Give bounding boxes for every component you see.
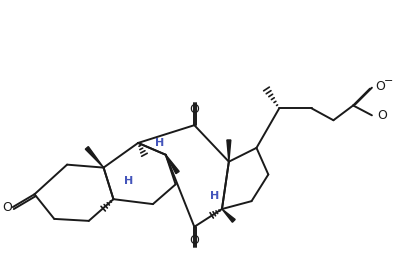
Text: O: O [189, 103, 199, 116]
Text: O: O [2, 201, 12, 214]
Text: −: − [384, 76, 393, 86]
Text: H: H [155, 138, 164, 148]
Text: H: H [210, 191, 220, 201]
Polygon shape [222, 209, 235, 222]
Text: O: O [375, 80, 385, 93]
Polygon shape [166, 155, 179, 174]
Polygon shape [85, 147, 104, 168]
Text: O: O [377, 109, 387, 122]
Text: O: O [189, 234, 199, 247]
Polygon shape [227, 140, 231, 162]
Text: H: H [124, 176, 133, 186]
